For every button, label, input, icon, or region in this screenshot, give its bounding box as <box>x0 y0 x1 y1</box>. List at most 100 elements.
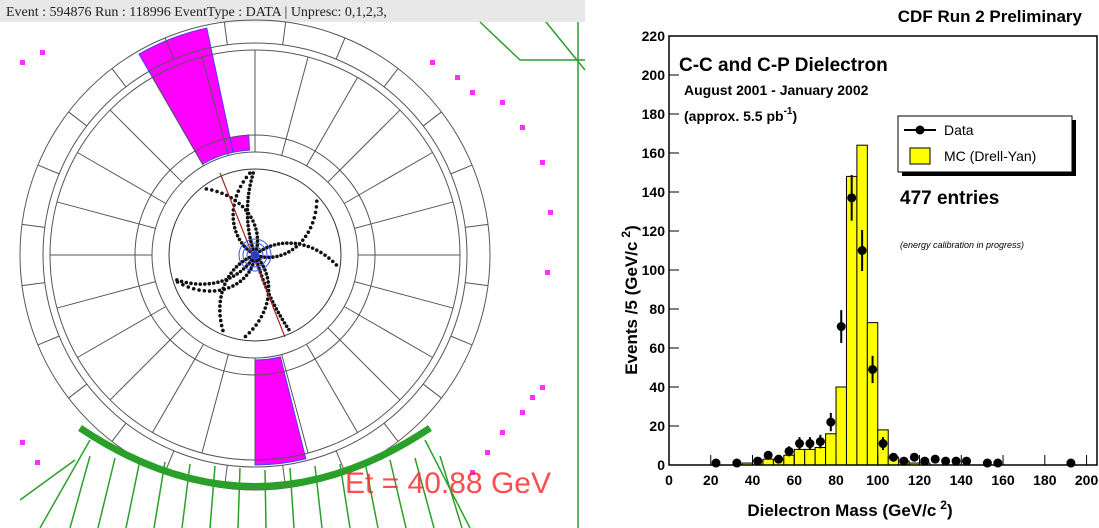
track-hit <box>213 289 217 293</box>
track-hit <box>279 253 283 257</box>
histogram-bar <box>815 447 825 465</box>
track-hit <box>227 286 231 290</box>
track-hit <box>239 185 243 189</box>
track-hit <box>281 242 285 246</box>
track-hit <box>248 171 252 175</box>
track-hit <box>302 243 306 247</box>
track-hit <box>246 196 250 200</box>
y-tick-label: 220 <box>642 28 666 44</box>
track-hit <box>215 190 219 194</box>
track-hit <box>298 242 302 246</box>
track-hit <box>246 200 250 204</box>
track-hit <box>244 335 248 339</box>
track-hit <box>267 256 271 260</box>
y-tick-label: 200 <box>642 67 666 83</box>
track-hit <box>311 221 315 225</box>
x-tick-label: 180 <box>1033 472 1057 488</box>
track-hit <box>309 226 313 230</box>
track-hit <box>236 234 240 238</box>
track-hit <box>245 274 249 278</box>
x-tick-label: 60 <box>786 472 802 488</box>
track-hit <box>312 216 316 220</box>
track-hit <box>301 238 305 242</box>
data-point <box>785 447 794 456</box>
track-hit <box>327 256 331 260</box>
track-hit <box>180 280 184 284</box>
x-tick-label: 20 <box>703 472 719 488</box>
track-hit <box>251 171 255 175</box>
track-hit <box>294 245 298 249</box>
track-hit <box>241 205 245 209</box>
legend-label: MC (Drell-Yan) <box>944 148 1036 164</box>
track-hit <box>235 265 239 269</box>
track-hit <box>271 255 275 259</box>
chart: CDF Run 2 Preliminary C-C and C-P Dielec… <box>619 7 1098 520</box>
track-hit <box>273 243 277 247</box>
y-tick-label: 120 <box>642 223 666 239</box>
track-hit <box>266 276 270 280</box>
plot-frame <box>669 36 1097 465</box>
data-point <box>858 246 867 255</box>
track-hit <box>247 212 251 216</box>
track-hit <box>219 319 223 323</box>
calorimeter-hit <box>520 125 525 130</box>
track-hit <box>254 227 258 231</box>
energy-deposit <box>230 135 249 152</box>
calorimeter-hit <box>540 160 545 165</box>
track-hit <box>232 222 236 226</box>
track-hit <box>256 235 260 239</box>
track-hit <box>220 324 224 328</box>
track-hit <box>205 187 209 191</box>
x-label-part: Dielectron Mass (GeV/c <box>747 501 936 520</box>
y-label-part: ) <box>622 225 641 231</box>
track-hit <box>237 189 241 193</box>
track-hit <box>222 287 226 291</box>
calorimeter-hit <box>20 440 25 445</box>
calorimeter-hit <box>500 100 505 105</box>
track-hit <box>228 276 232 280</box>
track-hit <box>231 213 235 217</box>
track-hit <box>277 242 281 246</box>
y-axis-label: Events /5 (GeV/c2) <box>619 225 641 375</box>
track-hit <box>248 183 252 187</box>
track-hit <box>176 280 180 284</box>
track-hit <box>275 255 279 259</box>
annotation: C-C and C-P Dielectron <box>679 55 888 76</box>
et-label: Et = 40.88 GeV <box>345 467 551 500</box>
track-hit <box>307 245 311 249</box>
x-axis-label: Dielectron Mass (GeV/c2) <box>747 498 952 520</box>
track-hit <box>263 306 267 310</box>
track-hit <box>218 300 222 304</box>
track-hit <box>246 204 250 208</box>
x-tick-label: 140 <box>950 472 974 488</box>
x-tick-label: 100 <box>866 472 890 488</box>
data-point <box>764 451 773 460</box>
track-hit <box>275 307 279 311</box>
track-hit <box>287 328 291 332</box>
track-hit <box>219 295 223 299</box>
chart-title: CDF Run 2 Preliminary <box>898 7 1083 26</box>
x-tick-label: 200 <box>1075 472 1099 488</box>
calorimeter-hit <box>545 270 550 275</box>
track-hit <box>257 319 261 323</box>
track-hit <box>181 283 185 287</box>
track-hit <box>304 235 308 239</box>
histogram-bar <box>826 434 836 465</box>
track-hit <box>192 287 196 291</box>
event-display: Event : 594876 Run : 118996 EventType : … <box>0 0 585 528</box>
track-hit <box>251 327 255 331</box>
legend-symbol <box>910 148 930 164</box>
annotation: (approx. 5.5 pb-1) <box>684 106 797 124</box>
track-hit <box>233 199 237 203</box>
track-hit <box>265 272 269 276</box>
track-hit <box>254 323 258 327</box>
track-hit <box>235 272 239 276</box>
track-hit <box>235 282 239 286</box>
track-hit <box>250 175 254 179</box>
track-hit <box>281 318 285 322</box>
track-hit <box>218 314 222 318</box>
data-point <box>732 459 741 468</box>
x-label-part: ) <box>947 501 953 520</box>
histogram-bar <box>763 459 773 465</box>
track-hit <box>307 230 311 234</box>
